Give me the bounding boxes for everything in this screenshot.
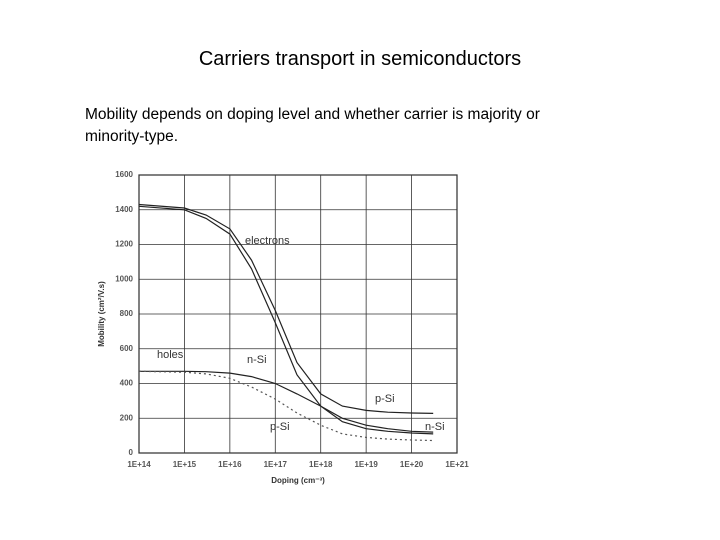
line-series [139, 370, 434, 433]
y-tick-label: 800 [120, 309, 134, 318]
y-tick-label: 0 [129, 448, 134, 457]
curve-label: n-Si [247, 354, 267, 366]
x-tick-label: 1E+20 [400, 460, 424, 469]
curve-label: electrons [245, 235, 290, 247]
x-tick-label: 1E+21 [445, 460, 469, 469]
x-tick-label: 1E+19 [354, 460, 378, 469]
y-tick-label: 1400 [115, 205, 133, 214]
curve-label: holes [157, 349, 184, 361]
x-tick-label: 1E+15 [173, 460, 197, 469]
x-tick-label: 1E+16 [218, 460, 242, 469]
body-text: Mobility depends on doping level and whe… [85, 106, 540, 145]
y-tick-label: 1000 [115, 274, 133, 283]
x-tick-label: 1E+14 [127, 460, 151, 469]
y-tick-label: 400 [120, 379, 134, 388]
y-tick-label: 200 [120, 413, 134, 422]
curve-label: n-Si [425, 421, 445, 433]
y-axis-label: Mobility (cm²/V.s) [97, 281, 106, 347]
y-tick-label: 1200 [115, 240, 133, 249]
x-tick-label: 1E+18 [309, 460, 333, 469]
slide-title: Carriers transport in semiconductors [198, 48, 522, 70]
x-tick-label: 1E+17 [264, 460, 288, 469]
y-tick-label: 1600 [115, 170, 133, 179]
curve-label: p-Si [270, 421, 290, 433]
curve-label: p-Si [375, 393, 395, 405]
line-series [138, 205, 434, 435]
y-tick-label: 600 [120, 344, 134, 353]
x-axis-label: Doping (cm⁻³) [271, 476, 325, 485]
line-series [138, 203, 434, 414]
